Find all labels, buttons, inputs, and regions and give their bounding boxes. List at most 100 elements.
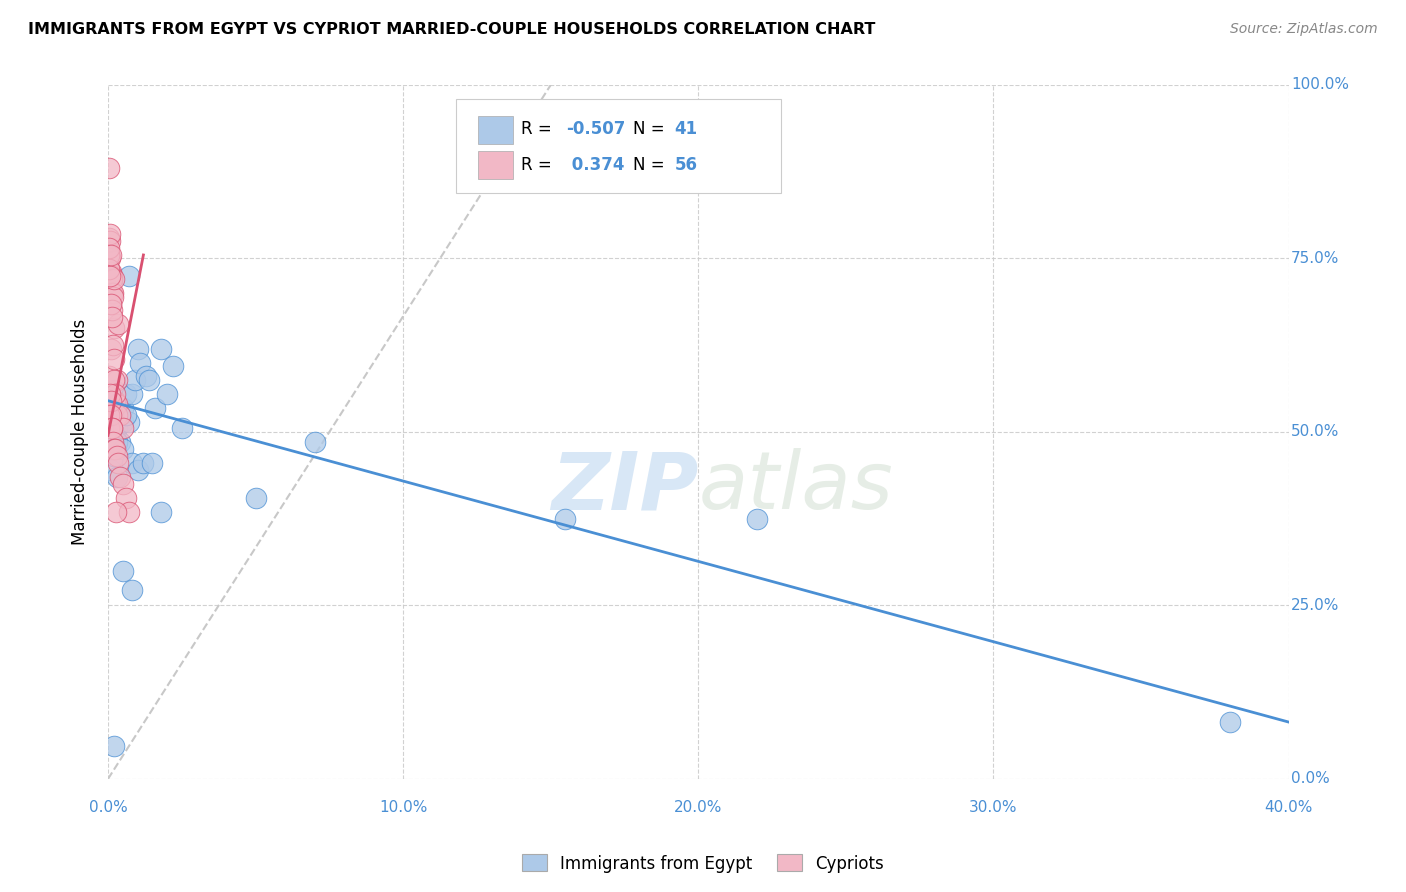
- FancyBboxPatch shape: [478, 116, 513, 144]
- Point: [121, 386, 143, 401]
- Point: [103, 449, 125, 463]
- Point: [118, 505, 141, 519]
- Point: [105, 408, 128, 422]
- Point: [554, 512, 576, 526]
- Point: [143, 401, 166, 415]
- Text: 10.0%: 10.0%: [380, 800, 427, 814]
- Text: 0.0%: 0.0%: [89, 800, 128, 814]
- Point: [107, 373, 129, 387]
- Point: [114, 408, 136, 422]
- Point: [103, 408, 125, 422]
- Point: [103, 435, 125, 450]
- Point: [100, 393, 122, 408]
- Point: [101, 272, 124, 286]
- Point: [98, 252, 121, 266]
- Text: R =: R =: [522, 120, 557, 137]
- Point: [156, 386, 179, 401]
- Text: atlas: atlas: [699, 449, 893, 526]
- Point: [100, 463, 122, 477]
- Text: 30.0%: 30.0%: [969, 800, 1018, 814]
- Point: [100, 296, 122, 310]
- Point: [111, 401, 134, 415]
- Point: [104, 442, 127, 457]
- Text: ZIP: ZIP: [551, 449, 699, 526]
- Point: [100, 408, 122, 422]
- Point: [108, 470, 131, 484]
- Point: [150, 505, 173, 519]
- Point: [100, 393, 122, 408]
- Point: [1219, 714, 1241, 729]
- Text: 50.0%: 50.0%: [1291, 425, 1340, 440]
- Point: [129, 355, 152, 369]
- Text: 100.0%: 100.0%: [1291, 78, 1348, 93]
- Text: 0.0%: 0.0%: [1291, 772, 1330, 787]
- Point: [170, 421, 193, 435]
- Point: [100, 248, 122, 262]
- Point: [245, 491, 267, 505]
- Point: [124, 373, 146, 387]
- Text: 56: 56: [675, 156, 697, 174]
- Point: [111, 415, 134, 429]
- Point: [121, 456, 143, 470]
- Point: [111, 564, 134, 578]
- Point: [132, 456, 155, 470]
- Point: [100, 265, 122, 279]
- Point: [100, 268, 122, 283]
- Point: [97, 261, 120, 276]
- Point: [111, 477, 134, 491]
- Text: N =: N =: [633, 120, 671, 137]
- Point: [98, 227, 121, 242]
- Point: [97, 230, 120, 244]
- Point: [135, 369, 157, 384]
- Point: [118, 415, 141, 429]
- Point: [103, 290, 125, 304]
- Point: [108, 408, 131, 422]
- Point: [103, 442, 125, 457]
- Point: [98, 390, 121, 404]
- Point: [103, 384, 125, 398]
- Point: [101, 421, 124, 435]
- Point: [141, 456, 163, 470]
- Point: [114, 491, 136, 505]
- Point: [98, 244, 121, 259]
- Text: Source: ZipAtlas.com: Source: ZipAtlas.com: [1230, 22, 1378, 37]
- Point: [105, 421, 128, 435]
- Point: [104, 505, 127, 519]
- Point: [103, 352, 125, 367]
- Point: [103, 739, 125, 753]
- Text: 0.374: 0.374: [567, 156, 624, 174]
- Text: 75.0%: 75.0%: [1291, 251, 1340, 266]
- Text: 25.0%: 25.0%: [1291, 598, 1340, 613]
- Point: [97, 421, 120, 435]
- Point: [105, 449, 128, 463]
- Point: [101, 408, 124, 422]
- Point: [104, 393, 127, 408]
- Point: [111, 421, 134, 435]
- Point: [98, 408, 121, 422]
- Text: 41: 41: [675, 120, 697, 137]
- FancyBboxPatch shape: [478, 151, 513, 178]
- Point: [104, 386, 127, 401]
- Point: [101, 338, 124, 352]
- Point: [108, 408, 131, 422]
- Point: [127, 463, 149, 477]
- Point: [103, 272, 125, 286]
- FancyBboxPatch shape: [457, 99, 780, 193]
- Point: [101, 286, 124, 301]
- Point: [100, 342, 122, 356]
- Point: [107, 318, 129, 332]
- Point: [98, 241, 121, 255]
- Point: [150, 342, 173, 356]
- Legend: Immigrants from Egypt, Cypriots: Immigrants from Egypt, Cypriots: [515, 847, 891, 880]
- Point: [747, 512, 769, 526]
- Point: [101, 303, 124, 318]
- Point: [108, 435, 131, 450]
- Point: [100, 296, 122, 310]
- Point: [101, 286, 124, 301]
- Text: N =: N =: [633, 156, 671, 174]
- Text: 40.0%: 40.0%: [1264, 800, 1313, 814]
- Point: [121, 583, 143, 598]
- Point: [162, 359, 184, 373]
- Text: R =: R =: [522, 156, 557, 174]
- Point: [105, 435, 128, 450]
